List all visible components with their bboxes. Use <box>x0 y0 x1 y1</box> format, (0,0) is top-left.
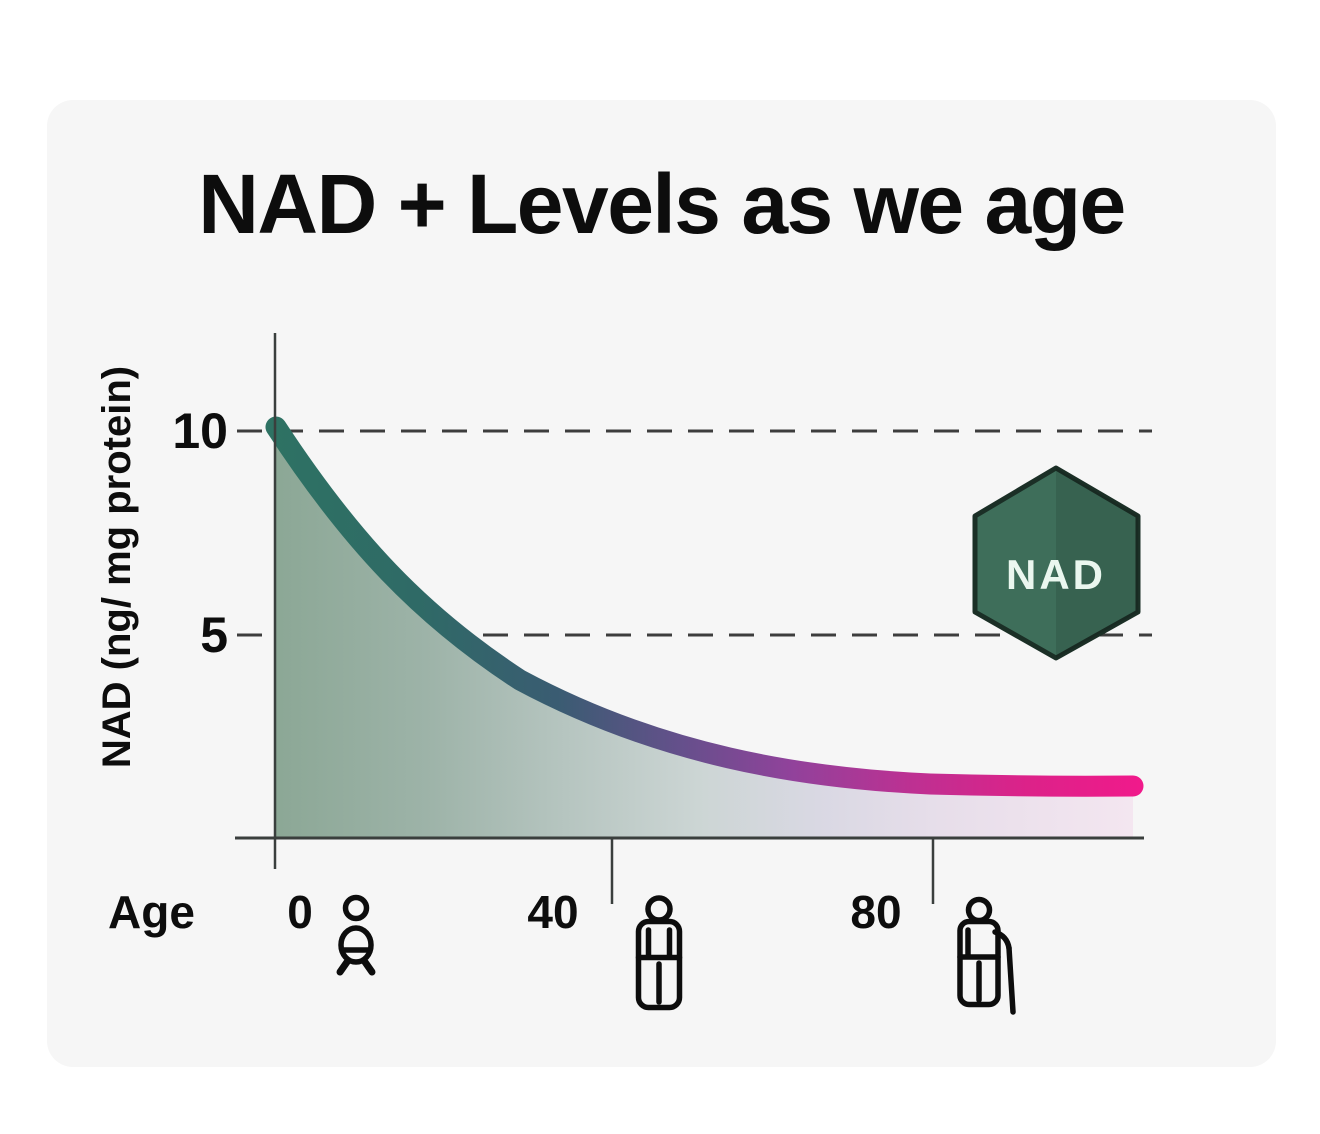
nad-curve <box>265 416 1144 797</box>
x-tick-80: 80 <box>850 886 902 938</box>
elderly-person-cane-icon <box>957 896 1016 1015</box>
adult-person-icon <box>635 895 683 1011</box>
y-tick-10: 10 <box>172 403 228 459</box>
hexagon-bevel <box>1056 468 1138 658</box>
chart-title: NAD + Levels as we age <box>198 157 1126 251</box>
hexagon-shape <box>972 465 1141 661</box>
x-tick-0: 0 <box>287 886 313 938</box>
baby-icon <box>336 894 376 976</box>
x-axis-label: Age <box>108 886 195 938</box>
nad-hexagon-badge: NAD <box>972 465 1141 661</box>
nad-badge-label: NAD <box>1006 551 1106 598</box>
y-axis-label: NAD (ng/ mg protein) <box>95 365 139 769</box>
x-tick-40: 40 <box>527 886 579 938</box>
y-tick-5: 5 <box>200 607 228 663</box>
nad-area-fill <box>276 427 1133 837</box>
